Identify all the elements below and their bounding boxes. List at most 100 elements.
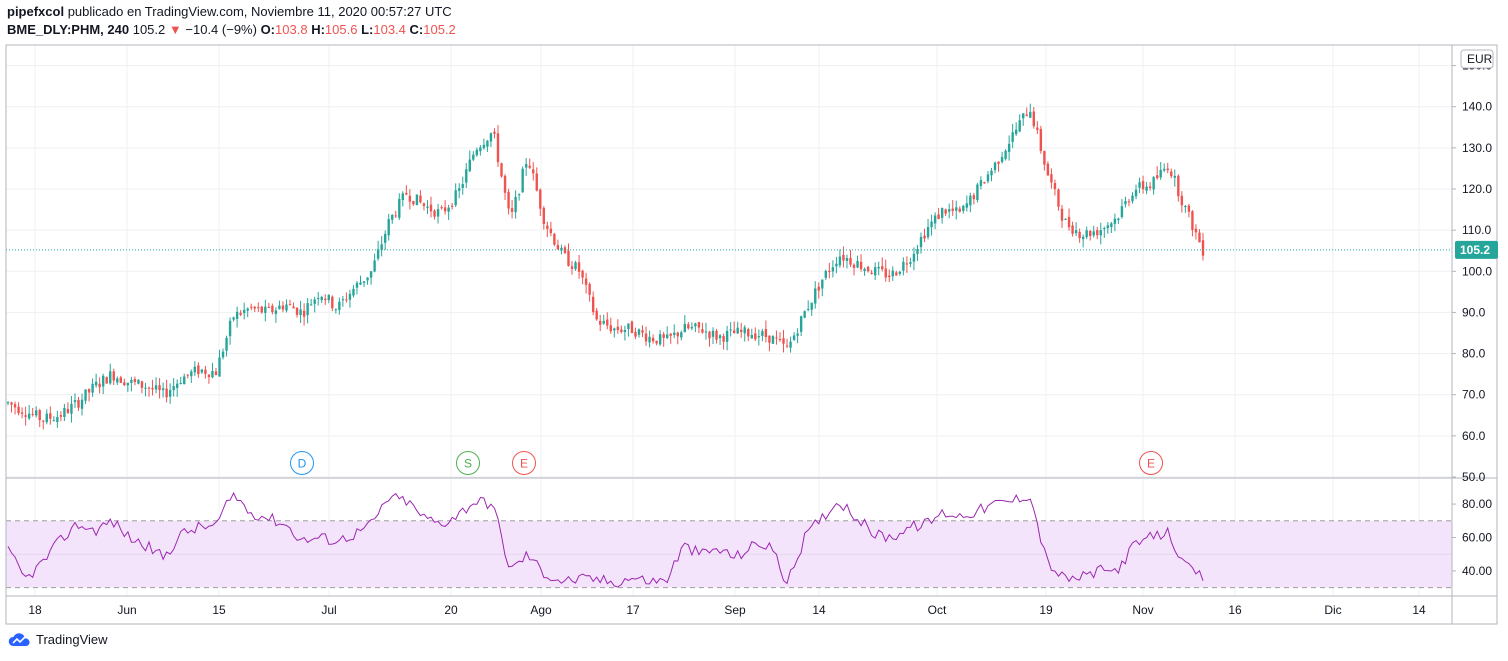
candle-body bbox=[246, 308, 249, 311]
candle-body bbox=[895, 272, 898, 276]
candle-body bbox=[1145, 186, 1148, 191]
close-value: 105.2 bbox=[423, 22, 456, 37]
candle-body bbox=[965, 203, 969, 208]
time-tick-label: Jun bbox=[117, 603, 136, 617]
candle-body bbox=[380, 244, 383, 251]
price-tick-label: 90.0 bbox=[1462, 305, 1486, 319]
candle-body bbox=[694, 323, 697, 327]
candle-body bbox=[345, 299, 348, 301]
candle-body bbox=[599, 320, 602, 325]
candle-body bbox=[584, 278, 588, 285]
candle-body bbox=[623, 329, 627, 332]
candle-body bbox=[359, 282, 362, 285]
candle-body bbox=[1180, 195, 1184, 206]
candle-body bbox=[66, 408, 70, 413]
candle-body bbox=[1117, 218, 1120, 221]
candle-body bbox=[412, 201, 415, 205]
candle-body bbox=[278, 305, 281, 310]
candle-body bbox=[888, 275, 891, 278]
candle-body bbox=[651, 337, 655, 342]
candle-body bbox=[281, 305, 285, 310]
candle-body bbox=[553, 233, 556, 245]
candle-body bbox=[1170, 171, 1173, 177]
cloud-logo-icon bbox=[8, 632, 30, 646]
candle-body bbox=[510, 208, 514, 212]
candle-body bbox=[591, 296, 595, 313]
candle-body bbox=[493, 131, 496, 134]
candle-body bbox=[690, 326, 694, 329]
outer-frame bbox=[5, 44, 1498, 625]
candle-body bbox=[302, 310, 306, 317]
candle-body bbox=[704, 331, 708, 333]
publisher-name: pipefxcol bbox=[7, 4, 65, 19]
candle-body bbox=[524, 164, 528, 168]
candle-body bbox=[59, 415, 63, 417]
candle-body bbox=[429, 204, 433, 212]
time-tick-label: 16 bbox=[1228, 603, 1242, 617]
candle-body bbox=[1173, 175, 1176, 178]
candle-body bbox=[1004, 150, 1007, 159]
price-tick-label: 70.0 bbox=[1462, 388, 1486, 402]
candle-body bbox=[673, 332, 676, 336]
event-circle bbox=[456, 451, 480, 475]
candle-body bbox=[482, 144, 486, 149]
candle-body bbox=[24, 415, 27, 417]
candle-body bbox=[1085, 230, 1088, 238]
candle-body bbox=[454, 190, 457, 206]
candle-body bbox=[27, 413, 31, 419]
candle-body bbox=[754, 333, 757, 340]
candle-body bbox=[1194, 228, 1198, 233]
candle-body bbox=[221, 351, 225, 358]
currency-label: EUR bbox=[1467, 52, 1493, 66]
candle-body bbox=[1155, 175, 1159, 179]
candle-body bbox=[718, 335, 722, 339]
candle-body bbox=[789, 341, 792, 348]
candle-body bbox=[214, 371, 218, 376]
candle-body bbox=[1198, 232, 1201, 243]
published-info: publicado en TradingView.com, Noviembre … bbox=[67, 4, 452, 19]
candle-body bbox=[665, 334, 669, 338]
candle-body bbox=[722, 335, 725, 342]
candle-body bbox=[856, 260, 859, 268]
candle-body bbox=[17, 406, 20, 414]
candle-body bbox=[383, 233, 387, 243]
candle-body bbox=[151, 387, 154, 390]
candle-body bbox=[91, 383, 94, 393]
candle-body bbox=[736, 327, 739, 334]
candle-body bbox=[764, 329, 768, 338]
candle-body bbox=[898, 271, 902, 274]
candle-body bbox=[440, 207, 443, 209]
candle-body bbox=[634, 331, 637, 337]
candle-body bbox=[923, 235, 926, 239]
candle-body bbox=[870, 272, 873, 275]
candle-body bbox=[1029, 111, 1032, 118]
candle-body bbox=[930, 221, 933, 228]
last-price: 105.2 bbox=[132, 22, 166, 37]
candle-body bbox=[387, 219, 390, 236]
candle-body bbox=[398, 198, 401, 218]
candle-body bbox=[881, 266, 884, 270]
candle-body bbox=[13, 404, 17, 408]
candle-body bbox=[891, 270, 894, 277]
candle-body bbox=[376, 249, 380, 259]
candle-body bbox=[648, 336, 651, 343]
candle-body bbox=[235, 311, 239, 319]
brand-name: TradingView bbox=[36, 632, 108, 647]
candle-body bbox=[969, 195, 972, 206]
candle-body bbox=[35, 410, 38, 416]
candle-body bbox=[1014, 129, 1018, 135]
candle-body bbox=[955, 207, 958, 211]
candle-body bbox=[835, 263, 838, 267]
currency-badge bbox=[1460, 49, 1494, 69]
candle-body bbox=[1074, 230, 1078, 234]
candle-body bbox=[662, 334, 665, 338]
footer-brand[interactable]: TradingView bbox=[8, 632, 108, 647]
candle-body bbox=[20, 412, 24, 414]
candle-body bbox=[338, 301, 341, 311]
candle-body bbox=[1011, 132, 1014, 142]
candle-body bbox=[197, 365, 200, 375]
candle-body bbox=[683, 323, 687, 333]
event-label: D bbox=[298, 457, 307, 471]
